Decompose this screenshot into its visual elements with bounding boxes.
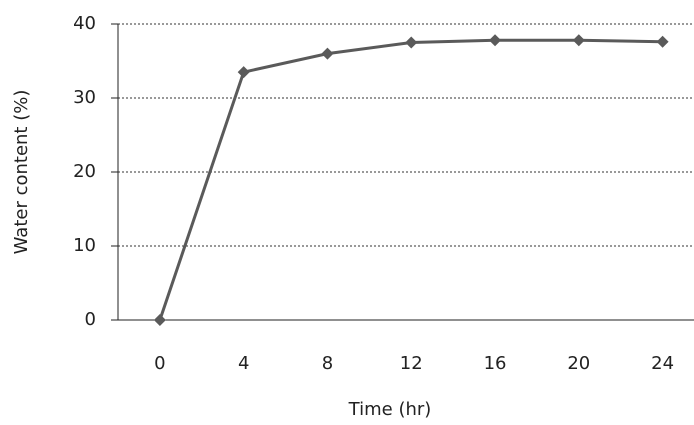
x-tick-label: 12 (400, 353, 423, 374)
y-tick-label: 0 (85, 309, 96, 330)
y-tick-label: 30 (73, 87, 96, 108)
x-tick-label: 16 (484, 353, 507, 374)
data-point (321, 47, 334, 60)
x-tick-label: 20 (567, 353, 590, 374)
data-point (572, 34, 585, 47)
data-point (405, 36, 418, 49)
y-axis-label: Water content (%) (11, 90, 32, 255)
y-tick-label: 40 (73, 13, 96, 34)
y-tick-label: 10 (73, 235, 96, 256)
x-tick-label: 24 (651, 353, 674, 374)
data-point (656, 35, 669, 48)
x-tick-label: 0 (154, 353, 165, 374)
x-tick-label: 8 (322, 353, 333, 374)
data-point (489, 34, 502, 47)
data-point (153, 314, 166, 326)
x-tick-label: 4 (238, 353, 249, 374)
x-axis-label: Time (hr) (348, 399, 432, 420)
data-line (158, 38, 663, 321)
y-tick-label: 20 (73, 161, 96, 182)
data-point (237, 66, 250, 79)
